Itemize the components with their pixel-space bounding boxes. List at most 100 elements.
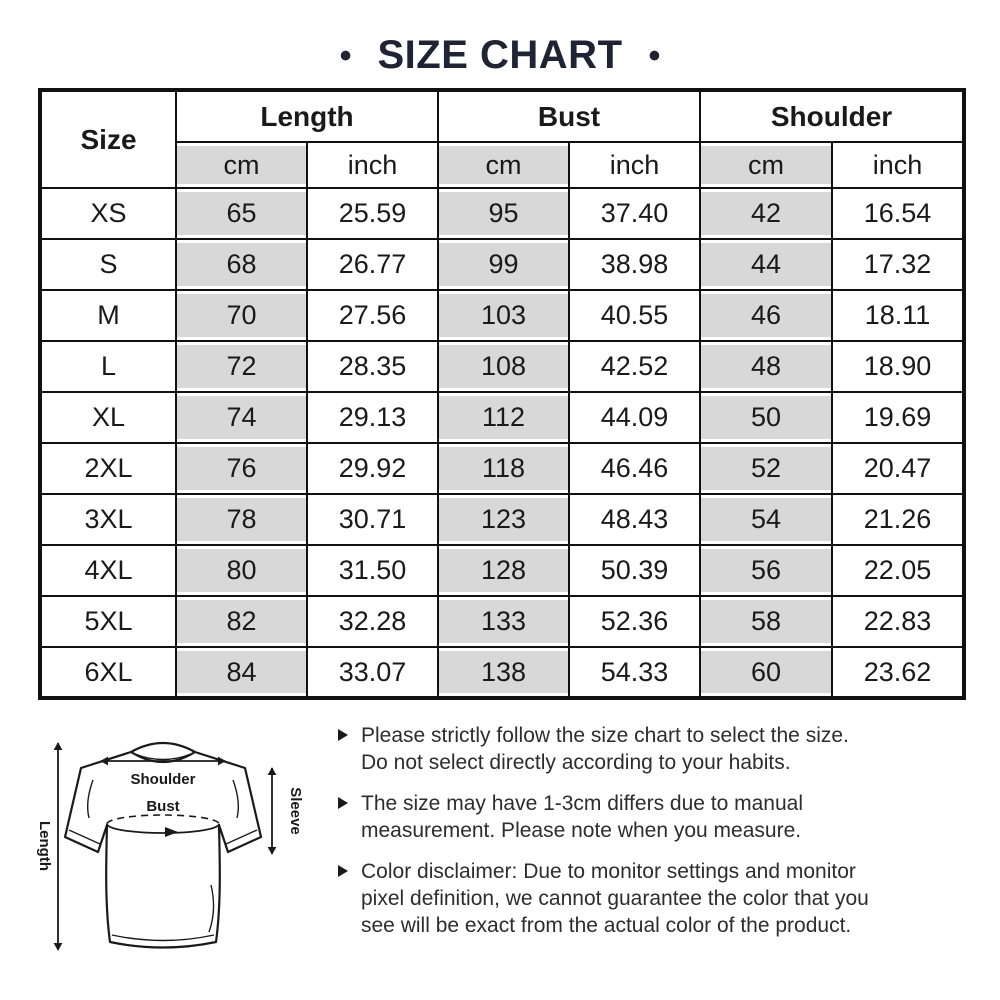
table-row: 4XL 80 31.50 128 50.39 56 22.05 [39,544,966,597]
value-cell: 27.56 [306,289,439,342]
value-cell: 38.98 [567,238,702,291]
value-cell: 29.13 [306,391,439,444]
value-cell: 123 [437,493,570,546]
title-text: SIZE CHART [377,33,623,77]
value-cell: 44 [699,238,834,291]
value-cell: 118 [437,442,570,495]
value-cell: 19.69 [831,391,966,444]
value-cell: 32.28 [306,595,439,648]
value-cell: 21.26 [831,493,966,546]
unit-header-cm: cm [175,141,308,189]
bullet-triangle-icon [338,797,348,809]
value-cell: 80 [175,544,308,597]
shoulder-group-header: Shoulder [699,89,966,143]
value-cell: 46 [699,289,834,342]
value-cell: 76 [175,442,308,495]
size-cell: XL [39,391,177,444]
note-line: Please strictly follow the size chart to… [361,724,849,747]
value-cell: 70 [175,289,308,342]
value-cell: 33.07 [306,646,439,699]
size-cell: M [39,289,177,342]
value-cell: 84 [175,646,308,699]
title-left-dot-icon: • [339,36,352,75]
value-cell: 31.50 [306,544,439,597]
value-cell: 68 [175,238,308,291]
value-cell: 54.33 [567,646,702,699]
value-cell: 48.43 [567,493,702,546]
note-item: Color disclaimer: Due to monitor setting… [338,858,993,939]
sleeve-label: Sleeve [287,787,304,835]
value-cell: 65 [175,187,308,240]
bust-arrowhead-icon [165,827,178,837]
value-cell: 29.92 [306,442,439,495]
unit-header-inch: inch [306,141,439,189]
value-cell: 20.47 [831,442,966,495]
bullet-triangle-icon [338,729,348,741]
table-row: XL 74 29.13 112 44.09 50 19.69 [39,391,966,444]
bust-ellipse-dashed [106,814,220,825]
page-title: • SIZE CHART • [0,33,1000,78]
value-cell: 74 [175,391,308,444]
value-cell: 82 [175,595,308,648]
bust-group-header: Bust [436,89,702,143]
value-cell: 42 [699,187,834,240]
value-cell: 99 [437,238,570,291]
unit-header-inch: inch [831,141,966,189]
bust-label: Bust [146,798,179,815]
value-cell: 138 [437,646,570,699]
table-row: L 72 28.35 108 42.52 48 18.90 [39,340,966,393]
note-line: measurement. Please note when you measur… [361,819,802,842]
table-row: S 68 26.77 99 38.98 44 17.32 [39,238,966,291]
table-row: 6XL 84 33.07 138 54.33 60 23.62 [39,646,966,699]
table-group-header-row: Size Length Bust Shoulder [39,89,966,189]
bust-ellipse-solid [106,823,220,834]
value-cell: 108 [437,340,570,393]
table-row: M 70 27.56 103 40.55 46 18.11 [39,289,966,342]
note-line: Color disclaimer: Due to monitor setting… [361,860,856,883]
value-cell: 52 [699,442,834,495]
table-unit-header-row: cm inch cm inch cm inch [40,141,966,189]
unit-header-cm: cm [437,141,570,189]
table-row: XS 65 25.59 95 37.40 42 16.54 [39,187,966,240]
value-cell: 52.36 [567,595,702,648]
size-cell: 3XL [39,493,177,546]
size-cell: 2XL [39,442,177,495]
value-cell: 56 [699,544,834,597]
shoulder-label: Shoulder [130,771,195,788]
note-line: see will be exact from the actual color … [361,914,852,937]
value-cell: 42.52 [567,340,702,393]
value-cell: 60 [699,646,834,699]
value-cell: 128 [437,544,570,597]
value-cell: 48 [699,340,834,393]
value-cell: 17.32 [831,238,966,291]
size-column-header: Size [39,89,177,189]
value-cell: 25.59 [306,187,439,240]
value-cell: 16.54 [831,187,966,240]
size-table: Size Length Bust Shoulder cm inch cm inc… [38,88,967,700]
value-cell: 26.77 [306,238,439,291]
note-line: The size may have 1-3cm differs due to m… [361,792,803,815]
tshirt-measurement-diagram: Length Shoulder Bust Sleeve [36,742,304,951]
note-item: The size may have 1-3cm differs due to m… [338,790,993,844]
value-cell: 28.35 [306,340,439,393]
value-cell: 58 [699,595,834,648]
size-cell: XS [39,187,177,240]
table-row: 5XL 82 32.28 133 52.36 58 22.83 [39,595,966,648]
title-right-dot-icon: • [648,36,661,75]
value-cell: 46.46 [567,442,702,495]
value-cell: 72 [175,340,308,393]
bullet-triangle-icon [338,865,348,877]
value-cell: 30.71 [306,493,439,546]
note-item: Please strictly follow the size chart to… [338,722,993,776]
size-cell: 6XL [39,646,177,699]
value-cell: 112 [437,391,570,444]
value-cell: 18.90 [831,340,966,393]
value-cell: 22.83 [831,595,966,648]
tshirt-detail-lines [68,779,258,942]
length-group-header: Length [175,89,439,143]
note-text: Color disclaimer: Due to monitor setting… [361,858,869,939]
value-cell: 54 [699,493,834,546]
table-row: 2XL 76 29.92 118 46.46 52 20.47 [39,442,966,495]
value-cell: 50 [699,391,834,444]
value-cell: 133 [437,595,570,648]
